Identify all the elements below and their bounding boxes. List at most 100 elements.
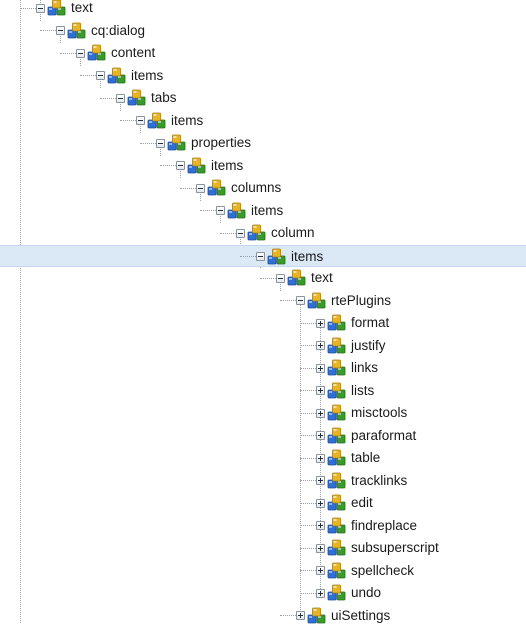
node-icon (107, 67, 126, 84)
tree-connector-line (99, 75, 101, 89)
tree-connector-line (300, 592, 320, 594)
tree-node[interactable]: spellcheck (0, 560, 526, 582)
tree-node[interactable]: tracklinks (0, 470, 526, 492)
tree-connector-line (319, 570, 321, 594)
tree-node[interactable]: items (0, 110, 526, 132)
tree-node-selected[interactable]: items (0, 244, 526, 267)
expand-toggle-icon[interactable] (315, 588, 325, 598)
tree-node[interactable]: format (0, 312, 526, 334)
expand-toggle-icon[interactable] (315, 341, 325, 351)
tree-node[interactable]: items (0, 155, 526, 177)
node-icon (327, 359, 346, 376)
collapse-toggle-icon[interactable] (75, 48, 85, 58)
node-icon (307, 292, 326, 309)
tree-connector-line (220, 232, 240, 234)
tree-node[interactable]: links (0, 357, 526, 379)
collapse-toggle-icon[interactable] (95, 71, 105, 81)
tree-connector-line (40, 30, 60, 32)
tree-node[interactable]: uiSettings (0, 605, 526, 627)
expand-toggle-icon[interactable] (315, 431, 325, 441)
node-icon (327, 427, 346, 444)
node-icon (147, 112, 166, 129)
tree-connector-line (80, 75, 100, 77)
tree-node[interactable]: paraformat (0, 425, 526, 447)
tree-node[interactable]: rtePlugins (0, 290, 526, 312)
node-icon (327, 449, 346, 466)
collapse-toggle-icon[interactable] (115, 93, 125, 103)
tree-connector-line (180, 187, 200, 189)
collapse-toggle-icon[interactable] (215, 206, 225, 216)
tree-connector-line (120, 120, 140, 122)
node-icon (327, 382, 346, 399)
collapse-toggle-icon[interactable] (295, 296, 305, 306)
tree-connector-line (119, 98, 121, 111)
tree-node[interactable]: undo (0, 582, 526, 604)
expand-toggle-icon[interactable] (315, 408, 325, 418)
collapse-toggle-icon[interactable] (35, 3, 45, 13)
tree-node-label: properties (191, 135, 252, 151)
expand-toggle-icon[interactable] (315, 543, 325, 553)
tree-node[interactable]: text (0, 267, 526, 289)
tree-node[interactable]: items (0, 200, 526, 222)
tree-connector-line (79, 53, 81, 66)
node-icon (307, 607, 326, 624)
node-icon (327, 472, 346, 489)
collapse-toggle-icon[interactable] (255, 252, 265, 262)
expand-toggle-icon[interactable] (315, 318, 325, 328)
expand-toggle-icon[interactable] (315, 498, 325, 508)
collapse-toggle-icon[interactable] (235, 228, 245, 238)
tree-node[interactable]: column (0, 222, 526, 244)
tree-connector-line (300, 570, 320, 572)
tree-connector-line (280, 615, 300, 617)
tree-node[interactable]: table (0, 447, 526, 469)
tree-node-label: items (131, 67, 164, 83)
tree-node[interactable]: subsuperscript (0, 537, 526, 559)
node-icon (187, 157, 206, 174)
tree-node[interactable]: justify (0, 335, 526, 357)
node-icon (87, 44, 106, 61)
tree-connector-line (200, 210, 220, 212)
expand-toggle-icon[interactable] (315, 476, 325, 486)
node-icon (287, 269, 306, 286)
tree-connector-line (300, 345, 320, 347)
collapse-toggle-icon[interactable] (135, 116, 145, 126)
tree-node[interactable]: columns (0, 177, 526, 199)
collapse-toggle-icon[interactable] (55, 26, 65, 36)
tree-node[interactable]: items (0, 65, 526, 87)
tree-connector-line (179, 165, 181, 179)
tree-connector-line (59, 30, 61, 44)
expand-toggle-icon[interactable] (295, 611, 305, 621)
expand-toggle-icon[interactable] (315, 363, 325, 373)
tree-node[interactable]: findreplace (0, 515, 526, 537)
collapse-toggle-icon[interactable] (175, 161, 185, 171)
tree-node-label: text (311, 270, 333, 286)
tree-node-label: edit (351, 495, 373, 511)
tree-node-label: items (171, 112, 204, 128)
tree-node[interactable]: text (0, 0, 526, 19)
node-icon (327, 337, 346, 354)
tree-node[interactable]: properties (0, 132, 526, 154)
expand-toggle-icon[interactable] (315, 453, 325, 463)
node-icon (67, 22, 86, 39)
tree-node[interactable]: tabs (0, 87, 526, 109)
node-icon (327, 539, 346, 556)
tree-node[interactable]: misctools (0, 402, 526, 424)
tree-node[interactable]: content (0, 42, 526, 64)
tree-connector-line (279, 278, 281, 291)
tree-node[interactable]: edit (0, 492, 526, 514)
tree-connector-line (300, 502, 320, 504)
tree-connector-line (300, 457, 320, 459)
tree-node[interactable]: lists (0, 380, 526, 402)
expand-toggle-icon[interactable] (315, 566, 325, 576)
collapse-toggle-icon[interactable] (195, 183, 205, 193)
expand-toggle-icon[interactable] (315, 386, 325, 396)
tree-node[interactable]: cq:dialog (0, 20, 526, 42)
collapse-toggle-icon[interactable] (155, 138, 165, 148)
expand-toggle-icon[interactable] (315, 521, 325, 531)
tree-node-label: column (271, 225, 315, 241)
tree-connector-line (60, 52, 80, 54)
node-icon (327, 494, 346, 511)
collapse-toggle-icon[interactable] (275, 273, 285, 283)
tree-node-label: tracklinks (351, 472, 408, 488)
tree-node-label: subsuperscript (351, 540, 439, 556)
